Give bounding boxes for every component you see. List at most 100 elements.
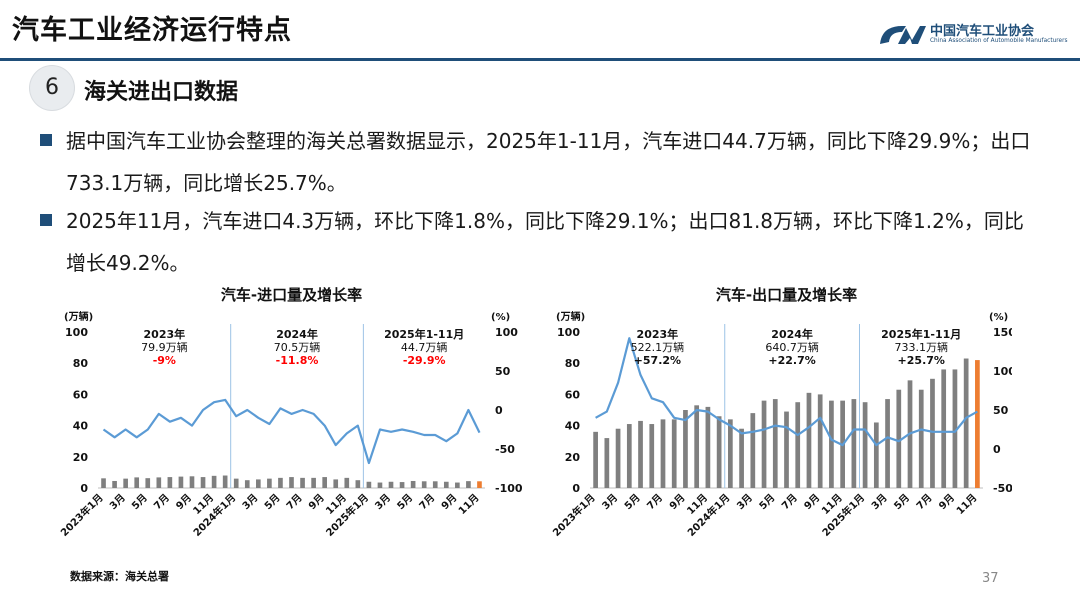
bar — [410, 480, 416, 488]
page-number: 37 — [982, 571, 999, 586]
bar — [705, 406, 711, 488]
x-tick-label: 3月 — [600, 492, 620, 512]
bar — [399, 482, 405, 488]
right-axis-unit: (%) — [989, 312, 1008, 323]
bar — [727, 419, 733, 488]
bar — [377, 482, 383, 488]
x-tick-label: 7月 — [779, 492, 799, 512]
left-axis-tick: 60 — [73, 388, 89, 401]
annotation-rate: +57.2% — [634, 354, 681, 367]
x-tick-label: 7月 — [417, 492, 437, 512]
caam-logo — [880, 26, 926, 44]
x-tick-label: 5月 — [757, 492, 777, 512]
bar — [466, 481, 471, 488]
right-axis-tick: 50 — [993, 404, 1009, 417]
bar — [873, 422, 879, 488]
x-tick-label: 7月 — [284, 492, 304, 512]
left-axis-unit: (万辆) — [64, 310, 93, 323]
x-tick-label: 11月 — [954, 492, 979, 517]
bar — [256, 479, 261, 488]
right-axis-tick: 0 — [993, 443, 1001, 456]
annotation-year: 2024年 — [771, 327, 813, 341]
bar — [963, 358, 969, 488]
bar — [683, 410, 688, 488]
right-axis-tick: -50 — [993, 482, 1012, 495]
logo-text-cn: 中国汽车工业协会 — [930, 24, 1035, 39]
bar — [101, 478, 106, 488]
bar — [829, 400, 834, 488]
bar — [123, 478, 128, 488]
chart-title: 汽车-进口量及增长率 — [221, 286, 362, 304]
bullet-text: 2025年11月，汽车进口4.3万辆，环比下降1.8%，同比下降29.1%；出口… — [66, 209, 1024, 275]
bar — [167, 477, 173, 488]
growth-rate-line — [102, 398, 481, 465]
left-axis-tick: 40 — [73, 420, 89, 433]
bar — [896, 389, 902, 488]
bar — [716, 416, 722, 488]
bar — [649, 424, 655, 488]
bar — [311, 477, 316, 488]
bullet-item: 2025年11月，汽车进口4.3万辆，环比下降1.8%，同比下降29.1%；出口… — [40, 200, 1036, 284]
chart-title: 汽车-出口量及增长率 — [716, 286, 857, 304]
bar — [300, 477, 305, 488]
bar — [694, 405, 700, 488]
x-tick-label: 7月 — [645, 492, 665, 512]
growth-rate-line — [595, 337, 978, 447]
x-tick-label: 7月 — [152, 492, 172, 512]
left-axis-tick: 100 — [65, 326, 88, 339]
bar — [222, 475, 228, 488]
bar — [211, 475, 217, 488]
bar — [156, 477, 162, 488]
x-tick-label: 11月 — [456, 492, 481, 517]
header: 汽车工业经济运行特点 中国汽车工业协会 China Association of… — [0, 0, 1080, 62]
bar — [443, 481, 449, 488]
bar — [638, 420, 643, 488]
right-axis-tick: 50 — [495, 365, 511, 378]
bar — [366, 481, 372, 488]
square-bullet-icon — [40, 134, 52, 146]
section-number-badge: 6 — [30, 66, 74, 110]
right-axis-tick: 100 — [495, 326, 518, 339]
data-source-note: 数据来源：海关总署 — [70, 570, 169, 583]
bar — [750, 413, 756, 488]
left-axis-tick: 80 — [73, 357, 89, 370]
annotation-rate: -29.9% — [403, 354, 446, 367]
annotation-total: 733.1万辆 — [894, 340, 948, 354]
annotation-year: 2024年 — [276, 327, 318, 341]
annotation-total: 522.1万辆 — [631, 340, 685, 354]
bar — [322, 477, 327, 488]
bar — [862, 402, 868, 488]
left-axis-tick: 0 — [80, 482, 88, 495]
bar — [388, 481, 394, 488]
bar — [344, 477, 350, 488]
annotation-rate: -11.8% — [276, 354, 319, 367]
right-axis-tick: 100 — [993, 365, 1012, 378]
annotation-rate: +22.7% — [768, 354, 815, 367]
page-title: 汽车工业经济运行特点 — [12, 15, 292, 46]
left-axis-tick: 40 — [565, 420, 581, 433]
right-axis-tick: -50 — [495, 443, 515, 456]
bar — [615, 428, 621, 488]
bar — [145, 478, 151, 488]
x-tick-label: 5月 — [395, 492, 415, 512]
x-tick-label: 3月 — [734, 492, 754, 512]
x-tick-label: 5月 — [622, 492, 642, 512]
annotation-year: 2025年1-11月 — [384, 327, 464, 341]
bar — [593, 431, 598, 488]
left-axis-tick: 20 — [565, 451, 581, 464]
left-axis-unit: (万辆) — [556, 310, 585, 323]
bar — [952, 369, 958, 488]
left-axis-tick: 100 — [557, 326, 580, 339]
square-bullet-icon — [40, 214, 52, 226]
bar — [244, 480, 250, 488]
bar — [817, 394, 823, 488]
bar — [604, 438, 610, 488]
annotation-rate: -9% — [153, 354, 176, 367]
bar — [477, 481, 482, 488]
annotation-total: 640.7万辆 — [765, 340, 819, 354]
section-title: 海关进出口数据 — [84, 80, 239, 105]
bar — [784, 411, 789, 488]
bar — [761, 400, 767, 488]
x-tick-label: 7月 — [914, 492, 934, 512]
annotation-total: 44.7万辆 — [401, 340, 448, 354]
